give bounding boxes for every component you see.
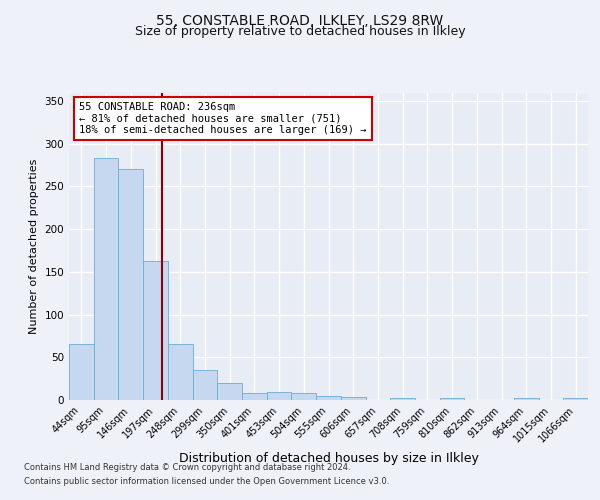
Text: 55 CONSTABLE ROAD: 236sqm
← 81% of detached houses are smaller (751)
18% of semi: 55 CONSTABLE ROAD: 236sqm ← 81% of detac…	[79, 102, 367, 135]
Bar	[267, 392, 292, 400]
Bar	[292, 393, 316, 400]
X-axis label: Distribution of detached houses by size in Ilkley: Distribution of detached houses by size …	[179, 452, 478, 466]
Bar	[514, 398, 539, 400]
Bar	[118, 170, 143, 400]
Bar	[168, 344, 193, 400]
Bar	[143, 261, 168, 400]
Bar	[563, 398, 588, 400]
Bar	[193, 370, 217, 400]
Y-axis label: Number of detached properties: Number of detached properties	[29, 158, 39, 334]
Bar	[440, 398, 464, 400]
Text: Contains HM Land Registry data © Crown copyright and database right 2024.: Contains HM Land Registry data © Crown c…	[24, 464, 350, 472]
Bar	[242, 393, 267, 400]
Text: Contains public sector information licensed under the Open Government Licence v3: Contains public sector information licen…	[24, 477, 389, 486]
Bar	[69, 344, 94, 400]
Text: 55, CONSTABLE ROAD, ILKLEY, LS29 8RW: 55, CONSTABLE ROAD, ILKLEY, LS29 8RW	[157, 14, 443, 28]
Text: Size of property relative to detached houses in Ilkley: Size of property relative to detached ho…	[134, 25, 466, 38]
Bar	[316, 396, 341, 400]
Bar	[94, 158, 118, 400]
Bar	[390, 398, 415, 400]
Bar	[217, 383, 242, 400]
Bar	[341, 396, 365, 400]
